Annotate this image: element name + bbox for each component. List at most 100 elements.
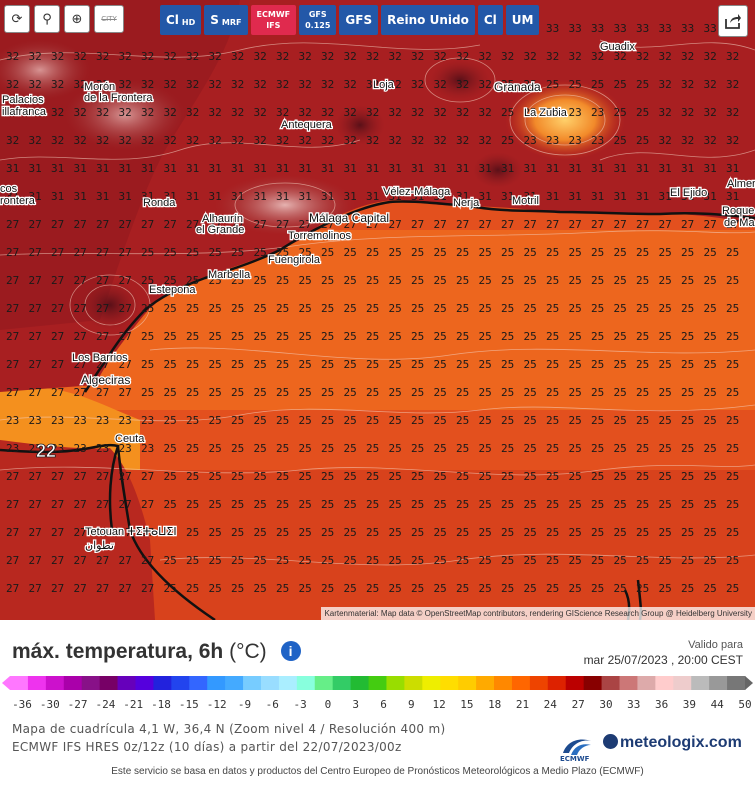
grid-value: 25 [186, 498, 199, 511]
scale-swatch [368, 676, 387, 690]
grid-value: 25 [524, 330, 537, 343]
grid-value: 25 [591, 246, 604, 259]
scale-tick-label: 24 [543, 698, 557, 711]
grid-value: 25 [479, 442, 492, 455]
model-tab-2[interactable]: ECMWF IFS [250, 5, 297, 35]
model-tab-7[interactable]: UM [505, 5, 540, 35]
scale-swatch [691, 676, 710, 690]
grid-value: 32 [29, 106, 42, 119]
grid-value: 27 [51, 554, 64, 567]
grid-value: 25 [569, 330, 582, 343]
grid-value: 25 [411, 330, 424, 343]
grid-value: 25 [231, 246, 244, 259]
grid-value: 25 [479, 274, 492, 287]
scale-swatch [547, 676, 567, 690]
grid-value: 25 [591, 442, 604, 455]
grid-value: 25 [344, 246, 357, 259]
grid-value: 25 [456, 582, 469, 595]
grid-value: 27 [6, 302, 19, 315]
grid-value: 25 [704, 302, 717, 315]
location-pin-icon[interactable]: ⚲ [34, 5, 60, 33]
grid-value: 27 [141, 526, 154, 539]
grid-value: 23 [569, 106, 582, 119]
share-button[interactable] [718, 5, 748, 37]
grid-value: 25 [231, 470, 244, 483]
grid-value: 25 [276, 246, 289, 259]
grid-value: 27 [659, 218, 672, 231]
grid-value: 25 [344, 274, 357, 287]
zoom-icon[interactable]: ⊕ [64, 5, 90, 33]
scale-swatch [225, 676, 244, 690]
grid-value: 32 [186, 50, 199, 63]
city-label: Almer [727, 178, 755, 190]
model-tab-3[interactable]: GFS 0.125 [299, 5, 337, 35]
grid-value: 31 [119, 162, 132, 175]
info-icon[interactable]: i [280, 641, 301, 661]
refresh-icon[interactable]: ⟳ [4, 5, 30, 33]
grid-value: 25 [321, 330, 334, 343]
model-tab-1[interactable]: S MRF [204, 5, 248, 35]
grid-value: 25 [434, 582, 447, 595]
grid-value: 32 [29, 134, 42, 147]
scale-tick-label: -9 [237, 698, 252, 711]
model-tab-0[interactable]: Cl HD [160, 5, 202, 35]
grid-value: 32 [299, 78, 312, 91]
model-tab-5[interactable]: Reino Unido [381, 5, 475, 35]
grid-value: 27 [321, 218, 334, 231]
grid-value: 25 [614, 302, 627, 315]
grid-value: 32 [141, 106, 154, 119]
grid-value: 25 [546, 330, 559, 343]
grid-value: 23 [6, 442, 19, 455]
city-label: cos [0, 183, 18, 195]
grid-value: 25 [726, 386, 739, 399]
grid-value: 25 [704, 386, 717, 399]
grid-value: 32 [164, 134, 177, 147]
color-scale-ticks: -36 -30 -27 -24 -21 -18 -15 -12 -9 -6 -3 0 3 6 9 12 15 18… [0, 698, 755, 712]
grid-value: 25 [591, 330, 604, 343]
grid-value: 25 [344, 414, 357, 427]
valid-time: mar 25/07/2023 , 20:00 CEST [583, 653, 743, 667]
scale-swatch [709, 676, 728, 690]
grid-value: 25 [254, 246, 267, 259]
grid-value: 31 [141, 190, 154, 203]
grid-value: 31 [6, 162, 19, 175]
model-tab-6[interactable]: Cl [477, 5, 503, 35]
grid-value: 25 [299, 414, 312, 427]
temperature-map[interactable]: 3333333333333333333332323232323232323232… [0, 0, 755, 620]
scale-tick-label: 44 [710, 698, 724, 711]
meteologix-logo[interactable]: meteologix.com [603, 734, 742, 752]
grid-value: 25 [501, 470, 514, 483]
run-info: ECMWF IFS HRES 0z/12z (10 días) a partir… [12, 740, 402, 754]
grid-value: 32 [6, 134, 19, 147]
grid-value: 27 [74, 470, 87, 483]
map-attribution[interactable]: Kartenmaterial: Map data © OpenStreetMap… [321, 607, 755, 620]
grid-value: 25 [186, 302, 199, 315]
grid-value: 25 [434, 526, 447, 539]
grid-value: 31 [456, 162, 469, 175]
grid-value: 25 [569, 386, 582, 399]
grid-value: 23 [74, 414, 87, 427]
grid-value: 25 [456, 554, 469, 567]
grid-value: 27 [74, 302, 87, 315]
grid-value: 25 [479, 386, 492, 399]
city-label: Ceuta [115, 433, 145, 445]
grid-value: 31 [321, 162, 334, 175]
grid-value: 31 [591, 162, 604, 175]
grid-value: 25 [501, 554, 514, 567]
grid-value: 25 [524, 582, 537, 595]
grid-value: 31 [299, 190, 312, 203]
grid-value: 25 [276, 386, 289, 399]
grid-value: 25 [636, 414, 649, 427]
grid-value: 32 [51, 134, 64, 147]
model-tab-4[interactable]: GFS [339, 5, 379, 35]
grid-value: 27 [344, 218, 357, 231]
city-label: Marbella [208, 269, 251, 281]
grid-value: 32 [659, 78, 672, 91]
scale-tick-label: -12 [206, 698, 227, 711]
grid-value: 32 [51, 50, 64, 63]
city-toggle-button[interactable]: CITY [94, 5, 124, 33]
grid-value: 25 [636, 274, 649, 287]
grid-value: 25 [546, 274, 559, 287]
grid-value: 25 [164, 274, 177, 287]
model-tab-label: UM [511, 12, 534, 27]
